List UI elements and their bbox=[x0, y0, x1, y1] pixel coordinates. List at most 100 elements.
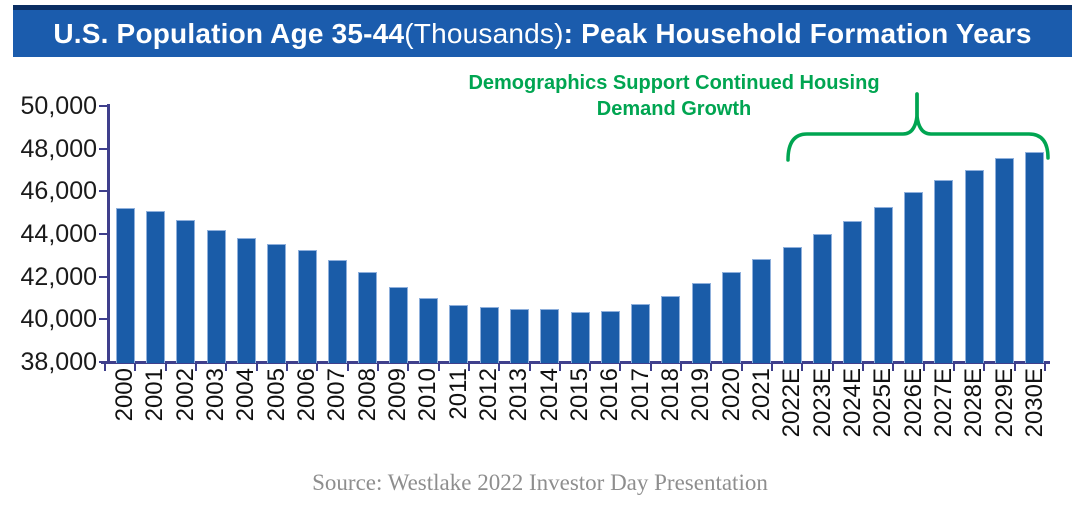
x-axis-label-2015: 2015 bbox=[566, 368, 593, 422]
bracket-annotation bbox=[786, 92, 1050, 162]
bar-2005 bbox=[267, 243, 287, 363]
x-axis-label-2013: 2013 bbox=[505, 368, 533, 422]
annotation-line-2: Demand Growth bbox=[596, 98, 752, 120]
y-axis-tick bbox=[99, 105, 107, 107]
bar-2028E bbox=[964, 170, 984, 363]
x-axis-tick bbox=[467, 364, 470, 371]
y-axis-label: 50,000 bbox=[20, 92, 97, 120]
x-axis-tick bbox=[740, 364, 743, 371]
x-axis-label-2025E: 2025E bbox=[869, 368, 897, 438]
x-axis-tick bbox=[983, 364, 986, 371]
x-axis-tick bbox=[1044, 364, 1046, 371]
bar-2018 bbox=[661, 295, 681, 363]
x-axis-label-2008: 2008 bbox=[353, 368, 381, 422]
bar-2027E bbox=[934, 179, 954, 363]
x-axis-tick bbox=[619, 364, 622, 371]
x-axis-tick bbox=[316, 364, 319, 371]
y-axis-tick bbox=[99, 190, 107, 193]
x-axis-label-2027E: 2027E bbox=[929, 368, 957, 438]
bar-2016 bbox=[600, 310, 620, 363]
x-axis-tick bbox=[134, 364, 137, 371]
bar-2006 bbox=[297, 250, 317, 363]
x-axis-label-2024E: 2024E bbox=[838, 368, 866, 438]
bar-2017 bbox=[631, 304, 651, 363]
y-axis-tick bbox=[99, 361, 107, 363]
x-axis-tick bbox=[407, 364, 410, 371]
x-axis-label-2019: 2019 bbox=[687, 368, 715, 422]
x-axis-label-2006: 2006 bbox=[293, 368, 321, 422]
y-axis-tick bbox=[99, 275, 107, 278]
x-axis-label-2007: 2007 bbox=[323, 368, 351, 422]
x-axis-label-2004: 2004 bbox=[232, 368, 260, 422]
bar-2008 bbox=[358, 272, 378, 363]
chart-title-subtitle: : Peak Household Formation Years bbox=[563, 17, 1032, 49]
y-axis-label: 46,000 bbox=[20, 177, 97, 206]
bar-2022E bbox=[782, 246, 802, 363]
bar-2010 bbox=[418, 298, 438, 363]
x-axis-tick bbox=[376, 364, 379, 371]
chart-title-units: (Thousands) bbox=[404, 17, 564, 49]
y-axis-tick bbox=[99, 318, 107, 321]
x-axis-label-2012: 2012 bbox=[475, 368, 503, 422]
x-axis-tick bbox=[710, 364, 713, 371]
bar-2002 bbox=[176, 220, 196, 363]
x-axis-label-2000: 2000 bbox=[111, 368, 139, 422]
x-axis-label-2029E: 2029E bbox=[990, 368, 1018, 438]
bar-2012 bbox=[479, 306, 499, 363]
x-axis-label-2022E: 2022E bbox=[778, 368, 806, 438]
x-axis-tick bbox=[225, 364, 228, 371]
x-axis-label-2020: 2020 bbox=[717, 368, 745, 422]
x-axis-tick bbox=[528, 364, 531, 371]
x-axis-tick bbox=[771, 364, 774, 371]
x-axis-label-2028E: 2028E bbox=[960, 368, 988, 438]
bar-2001 bbox=[145, 210, 165, 363]
x-axis-tick bbox=[255, 364, 258, 371]
x-axis-tick bbox=[346, 364, 349, 371]
bar-2003 bbox=[206, 229, 226, 363]
bar-2020 bbox=[722, 272, 742, 363]
x-axis-label-2030E: 2030E bbox=[1020, 368, 1048, 438]
y-axis-tick bbox=[99, 147, 107, 150]
x-axis-label-2014: 2014 bbox=[535, 368, 563, 422]
y-axis-label: 42,000 bbox=[20, 262, 97, 291]
x-axis-label-2018: 2018 bbox=[656, 368, 684, 422]
x-axis-label-2001: 2001 bbox=[141, 368, 169, 422]
bar-2030E bbox=[1025, 151, 1045, 363]
x-axis-tick bbox=[892, 364, 895, 371]
bar-2029E bbox=[995, 158, 1015, 363]
bar-2021 bbox=[752, 258, 772, 363]
bar-2007 bbox=[327, 259, 347, 363]
y-axis-label: 38,000 bbox=[20, 348, 97, 376]
x-axis-tick bbox=[104, 364, 106, 371]
annotation-line-1: Demographics Support Continued Housing bbox=[468, 72, 880, 94]
x-axis-label-2023E: 2023E bbox=[808, 368, 836, 438]
x-axis-label-2003: 2003 bbox=[202, 368, 230, 422]
x-axis-tick bbox=[589, 364, 592, 371]
x-axis-tick bbox=[680, 364, 683, 371]
x-axis-tick bbox=[922, 364, 925, 371]
annotation-text: Demographics Support Continued Housing D… bbox=[414, 70, 934, 122]
y-axis-tick bbox=[99, 233, 107, 235]
x-axis-tick bbox=[801, 364, 804, 371]
y-axis-label: 48,000 bbox=[20, 134, 97, 163]
bar-2013 bbox=[509, 308, 529, 363]
x-axis-label-2017: 2017 bbox=[626, 368, 654, 422]
x-axis-label-2005: 2005 bbox=[262, 368, 290, 422]
bar-2014 bbox=[540, 308, 560, 363]
y-axis-label: 40,000 bbox=[20, 305, 97, 334]
x-axis-label-2009: 2009 bbox=[384, 368, 412, 422]
bar-2000 bbox=[115, 208, 135, 363]
x-axis-tick bbox=[194, 364, 197, 371]
bar-2025E bbox=[873, 207, 893, 363]
x-axis-label-2021: 2021 bbox=[747, 368, 775, 422]
x-axis-tick bbox=[953, 364, 956, 371]
y-axis-label: 44,000 bbox=[20, 220, 97, 248]
bar-2004 bbox=[236, 238, 256, 363]
source-caption: Source: Westlake 2022 Investor Day Prese… bbox=[312, 470, 768, 495]
bar-2011 bbox=[449, 305, 469, 363]
x-axis-label-2026E: 2026E bbox=[899, 368, 927, 438]
x-axis-label-2011: 2011 bbox=[444, 368, 472, 420]
x-axis-tick bbox=[164, 364, 167, 371]
x-axis-tick bbox=[1013, 364, 1016, 371]
